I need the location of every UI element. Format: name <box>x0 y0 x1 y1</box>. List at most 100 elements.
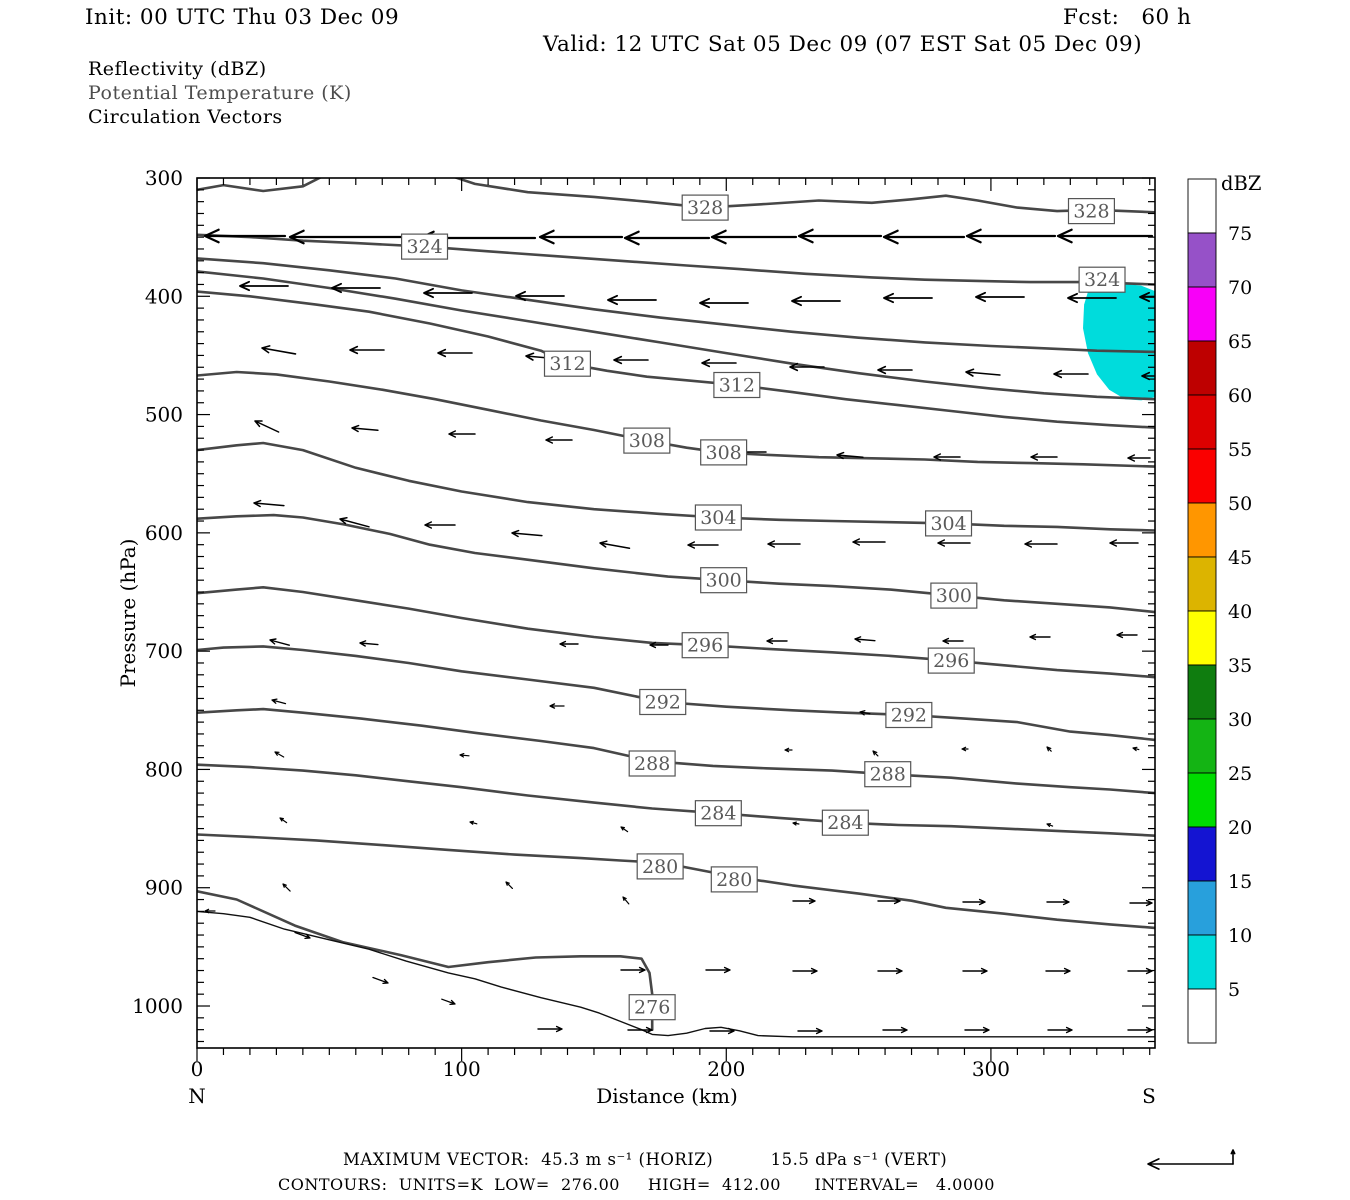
vector-arrow-row5 <box>1024 540 1058 548</box>
vector-arrow-low-right-3 <box>627 1026 653 1034</box>
contour-label-text: 328 <box>687 197 723 219</box>
vector-arrow-row4 <box>1127 454 1151 462</box>
vector-arrow-row7 <box>549 703 565 709</box>
colorbar-band-3 <box>1187 340 1217 396</box>
contour-label-box <box>1067 198 1116 225</box>
y-tick-label: 800 <box>145 757 183 781</box>
vector-arrow-low-right-3 <box>1047 1026 1073 1034</box>
colorbar-band-4 <box>1187 394 1217 450</box>
plot-frame <box>196 177 1156 1049</box>
colorbar-band-6 <box>1187 502 1217 558</box>
vector-arrow-row5 <box>253 499 285 508</box>
contour-label-box <box>681 194 729 221</box>
vector-arrow-jet-row <box>1056 228 1154 244</box>
max-vector-annotation: MAXIMUM VECTOR: 45.3 m s⁻¹ (HORIZ) 15.5 … <box>343 1150 948 1169</box>
contour-label-box <box>628 994 676 1021</box>
contour-label-text: 288 <box>870 764 906 786</box>
vector-arrow-row5 <box>424 521 456 529</box>
x-axis-title: Distance (km) <box>596 1084 738 1108</box>
colorbar-tick-label: 15 <box>1228 871 1252 893</box>
contour-line-304 <box>197 441 1155 532</box>
vector-arrow-row6 <box>1116 631 1138 639</box>
vector-arrow-row2 <box>239 280 289 292</box>
contour-label-text: 312 <box>719 375 755 397</box>
vector-arrow-slope-arrows <box>294 931 311 940</box>
contour-label-box <box>930 582 978 609</box>
vector-arrow-row5 <box>599 540 631 549</box>
vector-arrow-jet-row <box>797 228 883 244</box>
vector-arrow-low-right-1 <box>1046 898 1070 906</box>
vector-arrow-row6 <box>359 640 379 647</box>
y-tick-label: 400 <box>145 284 183 308</box>
contour-label-text: 292 <box>645 692 681 714</box>
y-tick-label: 500 <box>145 403 183 427</box>
vector-arrow-row8 <box>784 747 793 753</box>
colorbar-tick-label: 5 <box>1228 979 1240 1001</box>
vector-arrow-row4 <box>254 420 280 433</box>
contour-info-annotation: CONTOURS: UNITS=K LOW= 276.00 HIGH= 412.… <box>278 1175 995 1194</box>
vector-arrow-surface-start <box>204 908 216 914</box>
contour-label-box <box>700 439 748 466</box>
y-axis-title: Pressure (hPa) <box>116 539 140 688</box>
contour-label-text: 324 <box>406 236 442 258</box>
colorbar-tick-label: 60 <box>1228 385 1252 407</box>
contour-line-surface <box>197 910 1155 1038</box>
contour-line-296 <box>197 586 1155 679</box>
vector-arrow-row8 <box>274 751 285 758</box>
vector-arrow-low-right-2 <box>620 966 646 974</box>
contour-line-308 <box>197 370 1155 468</box>
vector-arrow-row2 <box>699 297 749 309</box>
layer-label-circulation-vectors: Circulation Vectors <box>88 106 283 128</box>
contour-label-box <box>639 688 687 716</box>
colorbar-band-8 <box>1187 610 1217 666</box>
contour-label-box <box>694 504 742 531</box>
contour-line-316 <box>197 270 1155 401</box>
vector-arrow-row5 <box>937 539 971 547</box>
vector-arrow-low-right-1 <box>792 897 816 905</box>
reference-vector-horizontal <box>1147 1158 1234 1170</box>
vector-arrow-slope-arrows <box>441 998 456 1006</box>
vector-arrow-low-right-2 <box>792 967 818 975</box>
contour-label-text: 292 <box>891 705 927 727</box>
colorbar-band-11 <box>1187 772 1217 828</box>
contour-label-box <box>694 800 742 827</box>
colorbar-tick-label: 45 <box>1228 547 1252 569</box>
vector-arrow-row8 <box>1132 746 1140 752</box>
contour-label-text: 308 <box>629 430 665 452</box>
vector-arrow-row10 <box>282 883 291 892</box>
vector-arrow-row2 <box>1067 292 1117 304</box>
colorbar-band-7 <box>1187 556 1217 612</box>
vector-arrow-row9 <box>469 820 478 825</box>
contour-label-text: 300 <box>936 585 972 607</box>
vector-arrow-low-right-3 <box>964 1026 990 1034</box>
vector-arrow-slope-arrows <box>372 976 389 985</box>
contour-label-text: 304 <box>700 507 736 529</box>
vector-arrow-jet-row <box>623 230 711 246</box>
vector-arrow-low-right-2 <box>705 966 731 974</box>
vector-arrow-row10 <box>505 881 513 889</box>
x-tick-label: 300 <box>972 1057 1010 1081</box>
vector-arrow-low-right-2 <box>877 967 903 975</box>
colorbar-tick-label: 75 <box>1228 223 1252 245</box>
x-end-label-south: S <box>1142 1084 1156 1108</box>
y-tick-label: 900 <box>145 876 183 900</box>
colorbar-band-13 <box>1187 880 1217 936</box>
contour-label-text: 312 <box>549 353 585 375</box>
colorbar-tick-label: 25 <box>1228 763 1252 785</box>
contour-label-box <box>636 853 684 880</box>
vector-arrow-row4 <box>545 436 573 444</box>
contour-label-box <box>700 567 748 594</box>
colorbar-band-1 <box>1187 232 1217 288</box>
vector-arrow-row6 <box>1029 633 1051 641</box>
vector-arrow-row9 <box>1046 823 1054 828</box>
contour-label-box <box>864 761 912 788</box>
contour-label-box <box>623 427 671 454</box>
contour-line-300 <box>197 513 1155 614</box>
vector-arrow-row2 <box>331 282 381 294</box>
contour-label-box <box>1078 266 1126 293</box>
vector-arrow-low-right-3 <box>882 1026 908 1034</box>
vector-arrow-row3 <box>1141 371 1155 381</box>
vector-arrow-low-right-2 <box>962 967 988 975</box>
y-tick-label: 700 <box>145 639 183 663</box>
contour-line-320 <box>197 257 1155 354</box>
